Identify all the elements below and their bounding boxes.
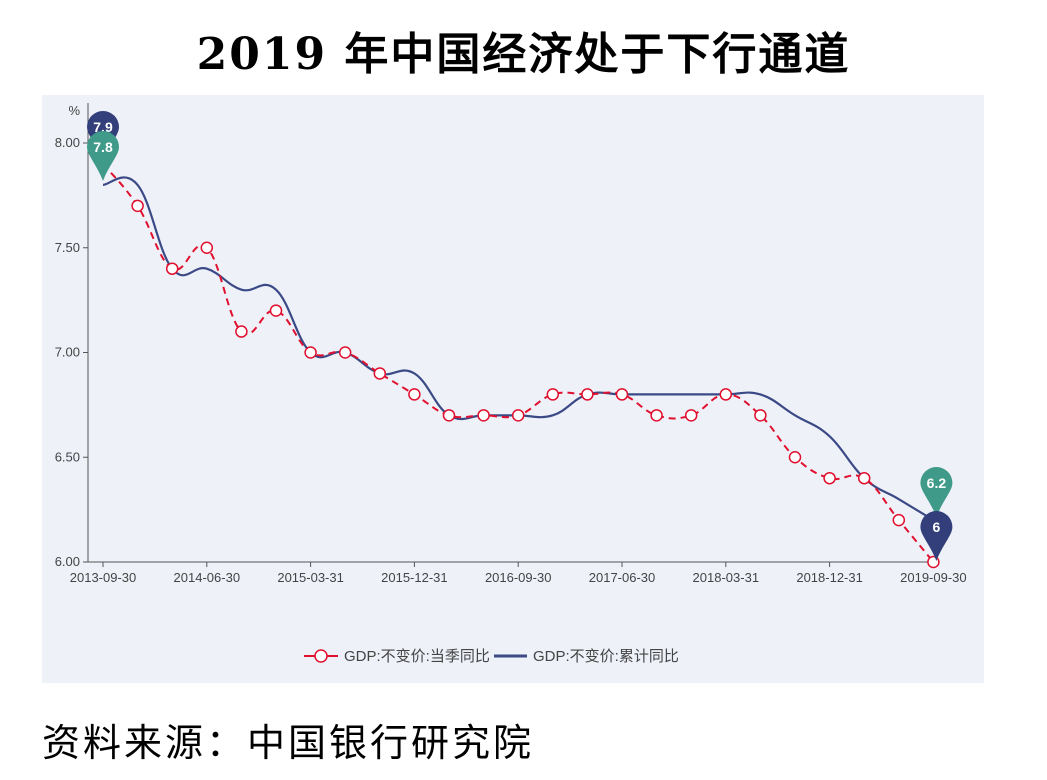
series-point-quarterly: [340, 347, 351, 358]
series-point-quarterly: [271, 305, 282, 316]
series-point-quarterly: [478, 410, 489, 421]
series-point-quarterly: [859, 473, 870, 484]
series-point-quarterly: [132, 200, 143, 211]
page-title: 2019 年中国经济处于下行通道: [0, 18, 1047, 82]
series-point-quarterly: [755, 410, 766, 421]
series-point-quarterly: [236, 326, 247, 337]
series-point-quarterly: [790, 452, 801, 463]
x-tick-label: 2018-03-31: [693, 570, 760, 585]
y-tick-label: 7.00: [55, 345, 80, 360]
series-point-quarterly: [201, 242, 212, 253]
series-point-quarterly: [444, 410, 455, 421]
legend-label-quarterly: GDP:不变价:当季同比: [344, 648, 490, 665]
series-point-quarterly: [513, 410, 524, 421]
source-note: 资料来源：中国银行研究院: [42, 712, 534, 767]
series-point-quarterly: [686, 410, 697, 421]
annotation-pin-end-quarterly-label: 6.2: [927, 475, 947, 491]
series-point-quarterly: [305, 347, 316, 358]
series-point-quarterly: [893, 515, 904, 526]
x-tick-label: 2015-12-31: [381, 570, 448, 585]
series-point-quarterly: [824, 473, 835, 484]
series-point-quarterly: [720, 389, 731, 400]
series-point-quarterly: [651, 410, 662, 421]
annotation-pin-end-cumulative-label: 6: [933, 519, 941, 535]
x-tick-label: 2018-12-31: [796, 570, 863, 585]
y-tick-label: 8.00: [55, 135, 80, 150]
x-tick-label: 2013-09-30: [70, 570, 137, 585]
legend-label-cumulative: GDP:不变价:累计同比: [533, 648, 679, 665]
x-tick-label: 2016-09-30: [485, 570, 552, 585]
x-tick-label: 2019-09-30: [900, 570, 967, 585]
y-unit-label: %: [68, 103, 80, 118]
chart-panel: % 8.00 7.50 7.00 6.50 6.00 2013-09-30 2014-06-3…: [42, 95, 984, 683]
series-point-quarterly: [167, 263, 178, 274]
y-tick-label: 6.50: [55, 449, 80, 464]
legend-swatch-quarterly-marker: [315, 650, 327, 662]
series-line-quarterly: [103, 164, 933, 562]
series-point-quarterly: [547, 389, 558, 400]
y-tick-label: 7.50: [55, 240, 80, 255]
series-point-quarterly: [409, 389, 420, 400]
annotation-pin-start-quarterly-label: 7.8: [93, 139, 113, 155]
series-point-quarterly: [582, 389, 593, 400]
series-point-quarterly: [617, 389, 628, 400]
series-point-quarterly: [374, 368, 385, 379]
y-tick-label: 6.00: [55, 554, 80, 569]
x-tick-label: 2015-03-31: [277, 570, 344, 585]
x-tick-label: 2014-06-30: [174, 570, 241, 585]
x-tick-label: 2017-06-30: [589, 570, 656, 585]
series-line-cumulative: [103, 177, 933, 520]
